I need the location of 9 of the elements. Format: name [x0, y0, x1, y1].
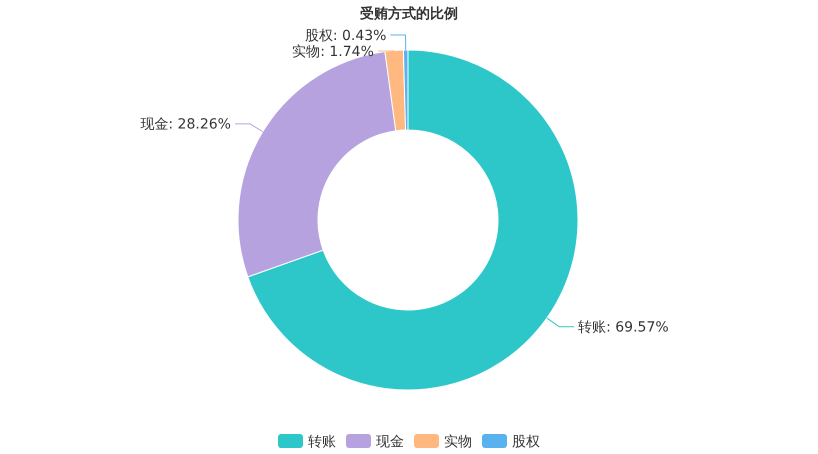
data-label: 转账: 69.57% — [578, 320, 669, 336]
data-label: 现金: 28.26% — [140, 116, 231, 133]
legend-label: 转账 — [308, 434, 336, 450]
chart-title: 受贿方式的比例 — [359, 5, 458, 22]
legend-label: 实物 — [444, 434, 472, 450]
data-label: 实物: 1.74% — [292, 44, 374, 60]
legend-label: 现金 — [376, 434, 404, 450]
data-label: 股权: 0.43% — [304, 28, 386, 44]
legend-label: 股权 — [512, 434, 540, 450]
